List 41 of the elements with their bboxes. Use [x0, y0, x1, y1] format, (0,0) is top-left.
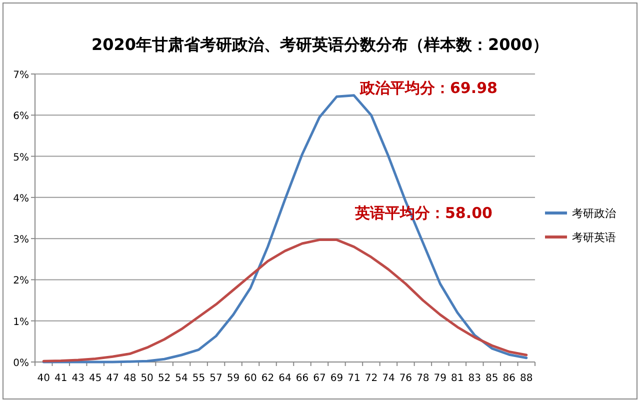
y-tick-label: 6%	[13, 111, 29, 122]
x-tick-label: 71	[348, 373, 360, 384]
x-tick-label: 40	[37, 373, 50, 384]
y-tick-label: 1%	[13, 316, 29, 328]
x-tick-label: 88	[520, 373, 533, 384]
x-tick-label: 48	[123, 373, 136, 384]
y-tick-label: 5%	[13, 152, 29, 164]
x-tick-label: 64	[278, 373, 292, 384]
y-tick-label: 3%	[13, 234, 29, 246]
x-tick-label: 55	[192, 373, 206, 384]
y-tick-label: 2%	[13, 276, 29, 287]
y-tick-label: 7%	[13, 70, 29, 81]
x-tick-label: 57	[210, 373, 222, 384]
x-tick-label: 86	[502, 373, 516, 384]
x-tick-label: 62	[261, 373, 274, 384]
title: 2020年甘肃省考研政治、考研英语分数分布（样本数：2000）	[91, 35, 549, 54]
x-tick-label: 66	[296, 373, 309, 384]
x-tick-label: 50	[140, 373, 154, 384]
y-tick-label: 4%	[13, 193, 29, 204]
x-tick-label: 78	[416, 373, 430, 384]
x-tick-label: 81	[451, 373, 464, 384]
legend-label: 考研政治	[572, 207, 616, 220]
x-tick-label: 54	[175, 373, 188, 384]
x-tick-label: 52	[158, 373, 171, 384]
x-tick-label: 59	[226, 373, 240, 384]
x-tick-label: 74	[382, 373, 395, 384]
x-tick-label: 69	[330, 373, 344, 384]
x-tick-label: 67	[313, 373, 326, 384]
x-tick-label: 72	[364, 373, 378, 384]
legend-label: 考研英语	[572, 231, 616, 244]
x-tick-label: 76	[399, 373, 412, 384]
x-tick-label: 47	[106, 373, 119, 384]
x-tick-label: 60	[244, 373, 257, 384]
x-tick-label: 83	[468, 373, 482, 384]
annotation: 政治平均分：69.98	[359, 79, 498, 97]
x-tick-label: 45	[88, 373, 102, 384]
x-tick-label: 41	[54, 373, 68, 384]
x-tick-label: 85	[486, 373, 498, 384]
x-tick-label: 79	[434, 373, 447, 384]
x-tick-label: 43	[72, 373, 84, 384]
y-tick-label: 0%	[13, 358, 29, 369]
